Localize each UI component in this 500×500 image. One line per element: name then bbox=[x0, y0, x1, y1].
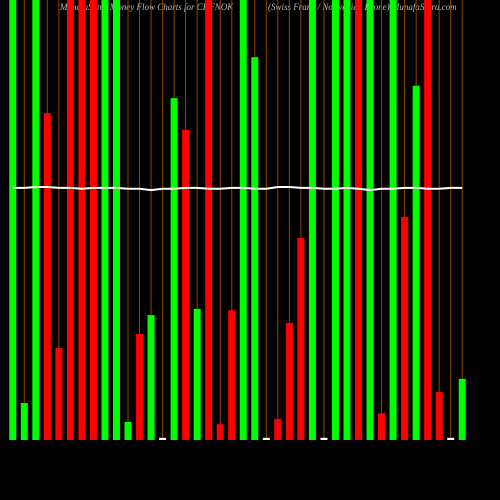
bar bbox=[136, 333, 144, 440]
bar bbox=[285, 322, 293, 440]
bar bbox=[447, 437, 455, 440]
bar bbox=[366, 0, 374, 440]
bar bbox=[435, 392, 443, 440]
bar bbox=[401, 216, 409, 440]
bar bbox=[43, 113, 51, 440]
bar bbox=[378, 413, 386, 440]
bar bbox=[412, 85, 420, 441]
bar bbox=[320, 437, 328, 440]
bar bbox=[389, 0, 397, 440]
chart-title: MunafaSutra Money Flow Charts for CHFNOK bbox=[59, 2, 234, 12]
bar bbox=[251, 57, 259, 440]
bar bbox=[32, 0, 40, 440]
bar bbox=[112, 0, 120, 440]
bar bbox=[9, 0, 17, 440]
bar bbox=[170, 98, 178, 441]
bar bbox=[274, 418, 282, 440]
bar bbox=[124, 421, 132, 440]
bar bbox=[355, 0, 363, 440]
bar bbox=[101, 0, 109, 440]
line bbox=[12, 186, 463, 192]
bar bbox=[424, 0, 432, 440]
bar bbox=[228, 310, 236, 440]
chart-subtitle: (Swiss Franc / Norwegian Krone) MunafaSu… bbox=[268, 2, 457, 12]
bar bbox=[182, 129, 190, 441]
bar bbox=[297, 238, 305, 440]
bar bbox=[331, 0, 339, 440]
bar bbox=[216, 424, 224, 440]
bar bbox=[343, 0, 351, 440]
bar bbox=[66, 0, 74, 440]
bar bbox=[193, 308, 201, 440]
bar bbox=[458, 378, 466, 440]
bar bbox=[147, 315, 155, 440]
bar bbox=[262, 437, 270, 440]
bar bbox=[239, 0, 247, 440]
bar bbox=[308, 0, 316, 440]
bar bbox=[55, 348, 63, 440]
bar bbox=[89, 0, 97, 440]
bar bbox=[20, 403, 28, 440]
bar bbox=[205, 0, 213, 440]
bar bbox=[78, 0, 86, 440]
bar bbox=[159, 437, 167, 440]
